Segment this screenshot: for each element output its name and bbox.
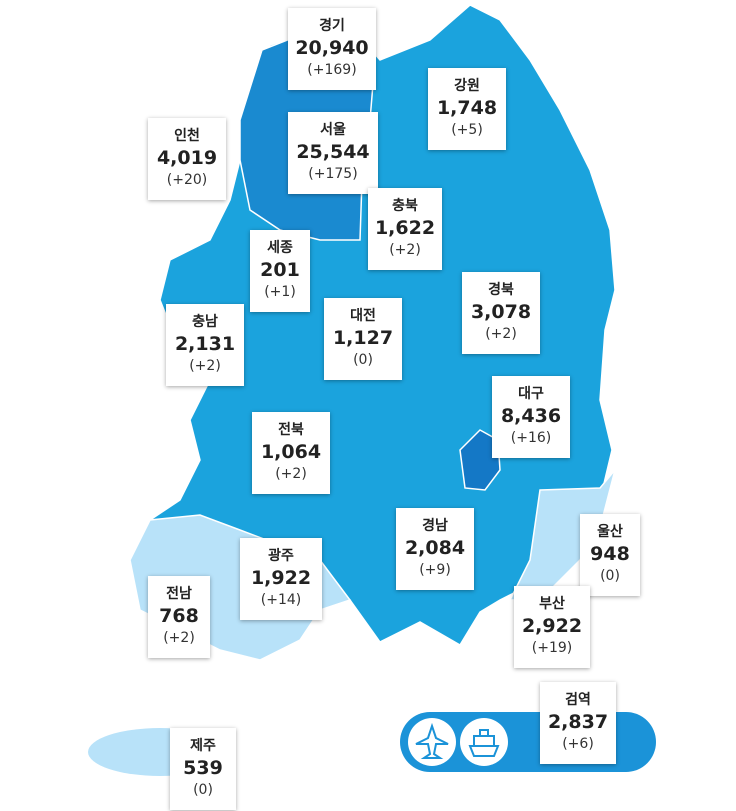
region-box: 울산 948 (0)	[580, 514, 640, 596]
region-delta: (+169)	[307, 62, 357, 78]
region-name: 전남	[166, 586, 192, 602]
region-name: 서울	[320, 122, 346, 138]
region-name: 부산	[539, 596, 565, 612]
region-delta: (+2)	[163, 630, 195, 646]
region-box: 충북 1,622 (+2)	[368, 188, 442, 270]
region-count: 2,837	[547, 711, 609, 733]
region-count: 3,078	[470, 301, 532, 323]
region-name: 전북	[278, 422, 304, 438]
region-box: 대구 8,436 (+16)	[492, 376, 570, 458]
region-delta: (+9)	[419, 562, 451, 578]
region-delta: (+2)	[485, 326, 517, 342]
region-box: 인천 4,019 (+20)	[148, 118, 226, 200]
region-delta: (0)	[600, 568, 620, 584]
region-count: 539	[183, 757, 223, 779]
region-name: 강원	[454, 78, 480, 94]
region-box: 서울 25,544 (+175)	[288, 112, 378, 194]
region-name: 세종	[267, 240, 293, 256]
region-count: 8,436	[500, 405, 562, 427]
region-delta: (+16)	[510, 430, 552, 446]
region-count: 2,131	[174, 333, 236, 355]
region-name: 충남	[192, 314, 218, 330]
region-box: 경북 3,078 (+2)	[462, 272, 540, 354]
region-delta: (+5)	[451, 122, 483, 138]
region-box: 전남 768 (+2)	[148, 576, 210, 658]
region-name: 인천	[174, 128, 200, 144]
region-name: 대구	[518, 386, 544, 402]
region-box: 대전 1,127 (0)	[324, 298, 402, 380]
region-count: 2,922	[521, 615, 583, 637]
region-count: 25,544	[296, 141, 370, 163]
region-count: 768	[159, 605, 199, 627]
ship-glyph	[468, 729, 500, 757]
region-count: 1,064	[260, 441, 322, 463]
region-name: 광주	[268, 548, 294, 564]
region-name: 울산	[597, 524, 623, 540]
region-count: 1,748	[436, 97, 498, 119]
region-box: 부산 2,922 (+19)	[514, 586, 590, 668]
region-count: 2,084	[404, 537, 466, 559]
region-box: 경남 2,084 (+9)	[396, 508, 474, 590]
region-box: 강원 1,748 (+5)	[428, 68, 506, 150]
region-delta: (+2)	[389, 242, 421, 258]
region-count: 20,940	[295, 37, 369, 59]
region-delta: (0)	[353, 352, 373, 368]
region-box: 세종 201 (+1)	[250, 230, 310, 312]
region-box: 제주 539 (0)	[170, 728, 236, 810]
region-delta: (+1)	[264, 284, 296, 300]
region-name: 충북	[392, 198, 418, 214]
daegu-area	[459, 429, 501, 491]
region-box: 검역 2,837 (+6)	[540, 682, 616, 764]
region-count: 1,922	[250, 567, 312, 589]
region-count: 1,622	[374, 217, 436, 239]
region-name: 경남	[422, 518, 448, 534]
plane-glyph	[415, 722, 449, 759]
region-box: 충남 2,131 (+2)	[166, 304, 244, 386]
region-count: 4,019	[156, 147, 218, 169]
region-name: 경북	[488, 282, 514, 298]
region-count: 1,127	[332, 327, 394, 349]
region-delta: (+14)	[260, 592, 302, 608]
region-box: 광주 1,922 (+14)	[240, 538, 322, 620]
region-name: 경기	[319, 18, 345, 34]
airport-icon	[408, 718, 456, 766]
region-name: 검역	[565, 692, 591, 708]
region-box: 전북 1,064 (+2)	[252, 412, 330, 494]
region-delta: (+2)	[189, 358, 221, 374]
region-delta: (+19)	[531, 640, 573, 656]
region-count: 201	[260, 259, 300, 281]
region-delta: (+6)	[562, 736, 594, 752]
region-delta: (+175)	[308, 166, 358, 182]
region-delta: (0)	[193, 782, 213, 798]
region-name: 대전	[350, 308, 376, 324]
port-icon	[460, 718, 508, 766]
region-delta: (+20)	[166, 172, 208, 188]
region-delta: (+2)	[275, 466, 307, 482]
region-name: 제주	[190, 738, 216, 754]
region-box: 경기 20,940 (+169)	[288, 8, 376, 90]
region-count: 948	[590, 543, 630, 565]
